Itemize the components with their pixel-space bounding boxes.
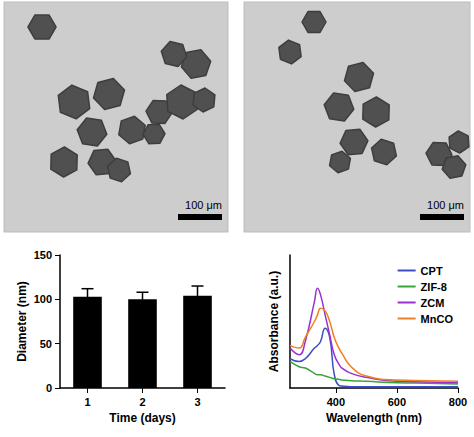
svg-text:100: 100 bbox=[34, 293, 52, 305]
svg-text:3: 3 bbox=[194, 396, 200, 408]
svg-text:0: 0 bbox=[46, 382, 52, 394]
svg-text:Time (days): Time (days) bbox=[109, 411, 175, 425]
svg-text:Wavelength (nm): Wavelength (nm) bbox=[326, 411, 422, 425]
svg-text:ZIF-8: ZIF-8 bbox=[421, 281, 447, 293]
svg-text:ZCM: ZCM bbox=[421, 297, 445, 309]
svg-text:100 μm: 100 μm bbox=[427, 199, 464, 211]
svg-text:400: 400 bbox=[327, 396, 345, 408]
svg-text:150: 150 bbox=[34, 249, 52, 261]
svg-text:50: 50 bbox=[40, 338, 52, 350]
svg-text:CPT: CPT bbox=[421, 265, 443, 277]
svg-text:1: 1 bbox=[84, 396, 90, 408]
svg-text:100 μm: 100 μm bbox=[185, 199, 222, 211]
svg-text:Diameter (nm): Diameter (nm) bbox=[15, 281, 29, 362]
svg-text:MnCO: MnCO bbox=[421, 313, 454, 325]
svg-text:2: 2 bbox=[139, 396, 145, 408]
svg-text:Absorbance (a.u.): Absorbance (a.u.) bbox=[267, 271, 281, 372]
svg-text:600: 600 bbox=[388, 396, 406, 408]
svg-text:800: 800 bbox=[449, 396, 467, 408]
